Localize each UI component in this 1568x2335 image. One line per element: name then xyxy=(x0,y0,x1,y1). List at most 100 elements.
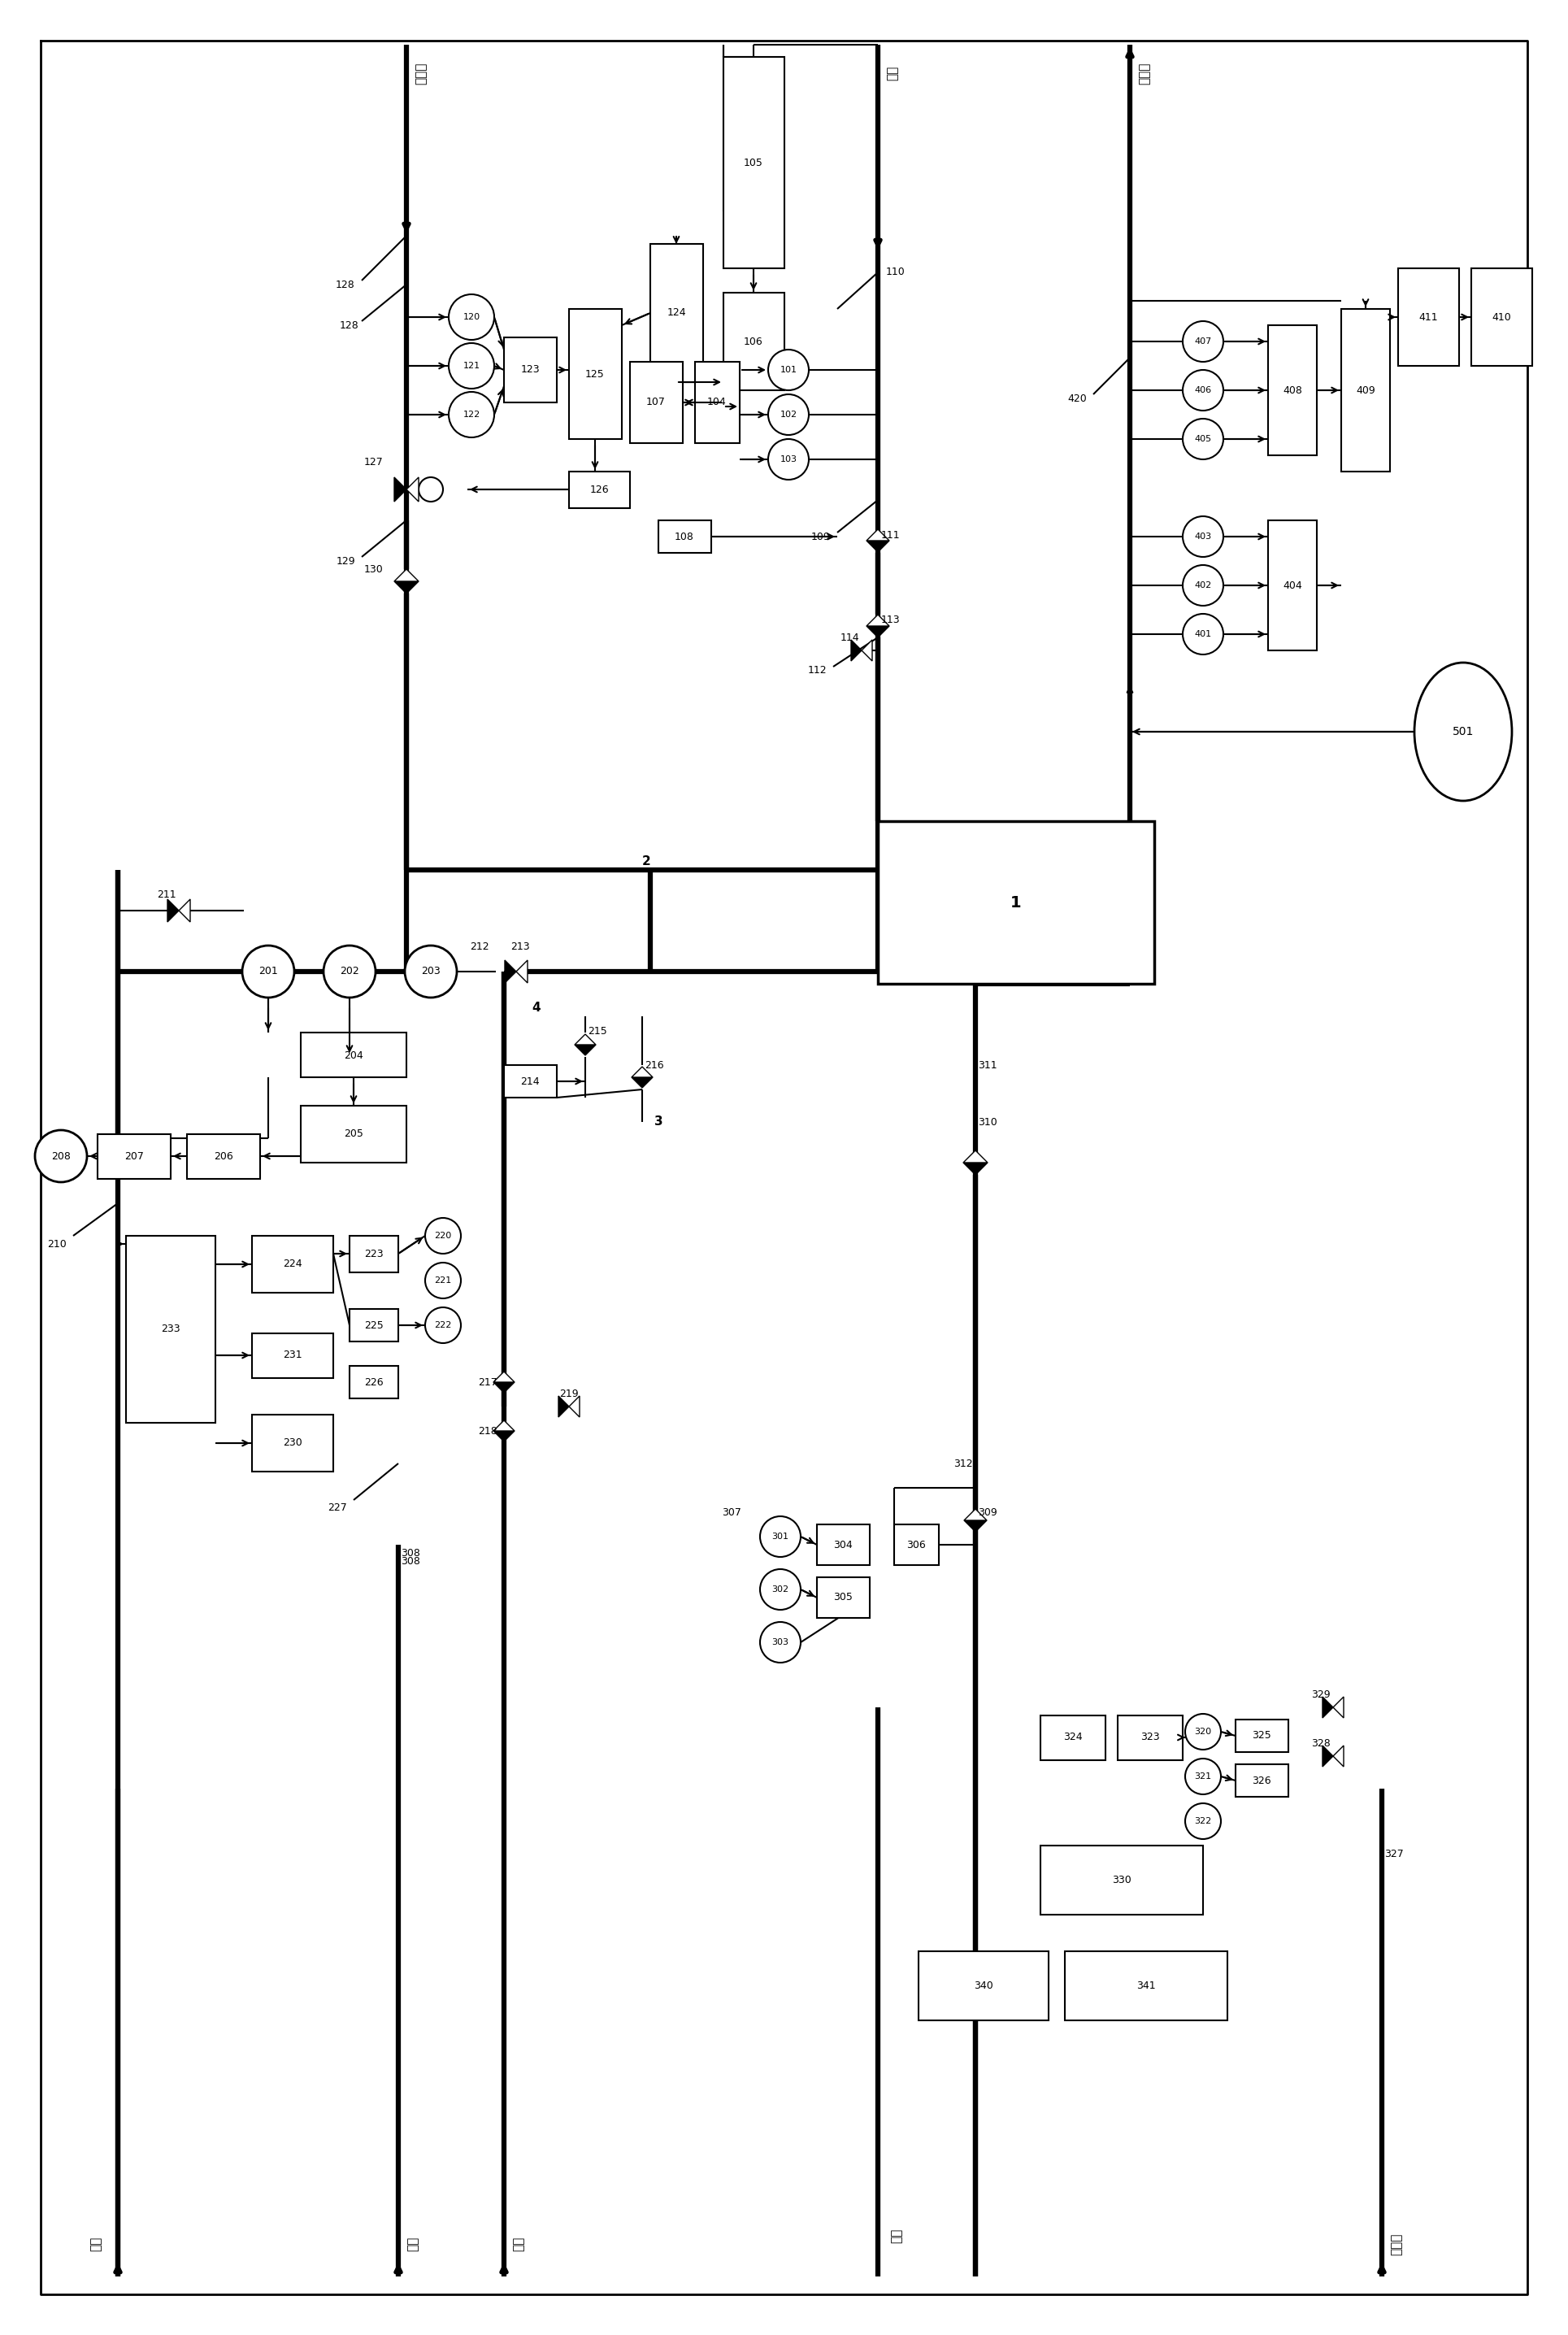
Bar xyxy=(252,1415,334,1471)
Polygon shape xyxy=(1322,1698,1333,1719)
Bar xyxy=(695,362,740,444)
Circle shape xyxy=(425,1219,461,1254)
Circle shape xyxy=(34,1130,86,1182)
Text: 324: 324 xyxy=(1063,1733,1082,1742)
Bar xyxy=(350,1235,398,1273)
Text: 128: 128 xyxy=(340,320,359,332)
Polygon shape xyxy=(558,1396,569,1417)
Circle shape xyxy=(768,395,809,434)
Text: 403: 403 xyxy=(1195,532,1212,542)
Bar xyxy=(651,243,702,383)
Polygon shape xyxy=(494,1420,514,1431)
Text: 233: 233 xyxy=(162,1324,180,1336)
Text: 102: 102 xyxy=(779,411,797,418)
Polygon shape xyxy=(569,1396,580,1417)
Circle shape xyxy=(1185,1714,1221,1749)
Bar xyxy=(569,472,630,509)
Polygon shape xyxy=(963,1151,988,1163)
Text: 407: 407 xyxy=(1195,336,1212,346)
Ellipse shape xyxy=(1414,663,1512,801)
Polygon shape xyxy=(394,476,406,502)
Bar xyxy=(723,292,784,390)
Text: 112: 112 xyxy=(808,665,826,677)
Bar xyxy=(97,1135,171,1179)
Text: 308: 308 xyxy=(401,1555,420,1567)
Text: 128: 128 xyxy=(336,280,354,290)
Text: 2: 2 xyxy=(641,855,651,869)
Circle shape xyxy=(448,392,494,437)
Text: 207: 207 xyxy=(124,1151,144,1160)
Polygon shape xyxy=(575,1034,596,1044)
Polygon shape xyxy=(862,640,872,661)
Text: 204: 204 xyxy=(343,1051,364,1060)
Text: 104: 104 xyxy=(707,397,726,409)
Circle shape xyxy=(425,1263,461,1298)
Text: 224: 224 xyxy=(284,1259,303,1270)
Circle shape xyxy=(1182,516,1223,558)
Bar xyxy=(1399,269,1460,367)
Text: 天然气: 天然气 xyxy=(1389,2232,1402,2256)
Bar xyxy=(301,1107,406,1163)
Text: 411: 411 xyxy=(1419,313,1438,322)
Circle shape xyxy=(448,343,494,388)
Circle shape xyxy=(760,1569,801,1609)
Text: 129: 129 xyxy=(336,556,354,567)
Circle shape xyxy=(1182,322,1223,362)
Polygon shape xyxy=(1322,1747,1333,1768)
Text: 225: 225 xyxy=(364,1319,384,1331)
Circle shape xyxy=(1182,418,1223,460)
Bar xyxy=(1269,521,1317,651)
Text: 212: 212 xyxy=(470,941,489,953)
Text: 304: 304 xyxy=(833,1539,853,1550)
Bar xyxy=(187,1135,260,1179)
Text: 1: 1 xyxy=(1010,894,1022,911)
Text: 124: 124 xyxy=(666,308,685,318)
Text: 208: 208 xyxy=(52,1151,71,1160)
Circle shape xyxy=(760,1623,801,1663)
Text: 103: 103 xyxy=(779,455,797,462)
Text: 326: 326 xyxy=(1251,1775,1272,1786)
Circle shape xyxy=(241,946,295,997)
Bar xyxy=(1041,1845,1203,1915)
Bar xyxy=(1236,1765,1289,1796)
Text: 210: 210 xyxy=(47,1238,66,1249)
Text: 341: 341 xyxy=(1137,1980,1156,1992)
Polygon shape xyxy=(867,626,889,637)
Polygon shape xyxy=(516,960,527,983)
Text: 125: 125 xyxy=(585,369,605,378)
Text: 226: 226 xyxy=(364,1378,384,1387)
Text: 406: 406 xyxy=(1195,385,1212,395)
Text: 221: 221 xyxy=(434,1277,452,1284)
Circle shape xyxy=(448,294,494,341)
Circle shape xyxy=(323,946,376,997)
Text: 222: 222 xyxy=(434,1322,452,1329)
Text: 106: 106 xyxy=(743,336,764,348)
Bar xyxy=(1065,1952,1228,2020)
Polygon shape xyxy=(867,530,889,542)
Circle shape xyxy=(1185,1758,1221,1793)
Text: 114: 114 xyxy=(840,633,859,644)
Circle shape xyxy=(419,476,444,502)
Polygon shape xyxy=(494,1382,514,1392)
Bar xyxy=(1236,1719,1289,1751)
Text: 329: 329 xyxy=(1311,1691,1331,1700)
Text: 328: 328 xyxy=(1311,1740,1331,1749)
Text: 306: 306 xyxy=(906,1539,925,1550)
Bar xyxy=(301,1032,406,1076)
Text: 330: 330 xyxy=(1112,1875,1132,1884)
Text: 203: 203 xyxy=(422,967,441,976)
Bar xyxy=(630,362,682,444)
Text: 219: 219 xyxy=(560,1389,579,1399)
Polygon shape xyxy=(851,640,862,661)
Text: 320: 320 xyxy=(1195,1728,1212,1735)
Text: 105: 105 xyxy=(743,156,764,168)
Text: 307: 307 xyxy=(721,1506,742,1518)
Bar xyxy=(1118,1716,1182,1761)
Polygon shape xyxy=(1333,1698,1344,1719)
Text: 107: 107 xyxy=(646,397,666,409)
Bar xyxy=(350,1310,398,1343)
Bar xyxy=(1341,308,1389,472)
Polygon shape xyxy=(867,542,889,551)
Circle shape xyxy=(1182,565,1223,605)
Bar xyxy=(252,1333,334,1378)
